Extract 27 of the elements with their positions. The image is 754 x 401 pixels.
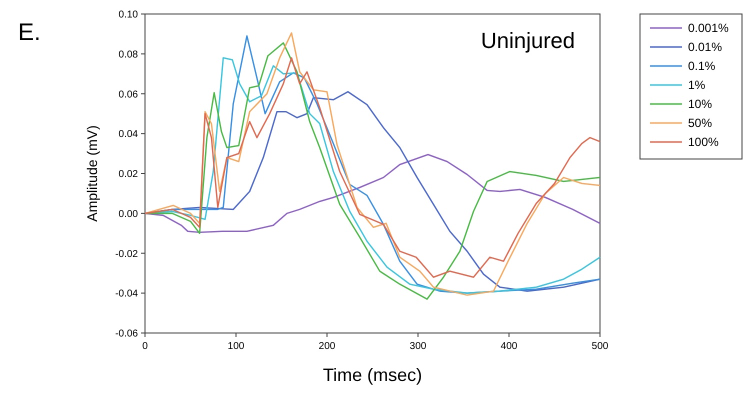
y-tick-label: -0.04 (115, 288, 138, 300)
line-series (144, 154, 601, 234)
x-tick-label: 300 (410, 341, 427, 352)
x-tick-label: 0 (142, 341, 148, 352)
text: Uninjured (480, 28, 575, 53)
y-tick-label: 0.02 (118, 169, 138, 180)
y-tick-label: 0.10 (118, 10, 138, 20)
y-tick-label: 0.08 (118, 49, 138, 60)
y-tick-label: -0.02 (115, 248, 138, 260)
y-axis-title: Amplitude (mV) (84, 125, 100, 222)
x-tick-label: 200 (318, 341, 336, 352)
legend-label: 100% (688, 135, 720, 149)
legend-label: 0.001% (688, 21, 730, 35)
x-tick-label: 100 (228, 341, 245, 352)
y-tick-label: -0.06 (115, 328, 138, 340)
legend-label: 0.1% (688, 59, 716, 73)
y-tick-label: 0.06 (118, 89, 138, 100)
x-tick-label: 500 (592, 341, 609, 352)
legend-label: 0.01% (688, 40, 722, 54)
legend-label: 1% (688, 78, 706, 92)
y-tick-label: 0.00 (118, 208, 138, 220)
legend-label: 10% (688, 97, 712, 111)
y-tick-label: 0.04 (118, 129, 138, 140)
legend-label: 50% (688, 116, 712, 130)
text: E. (18, 19, 41, 46)
x-tick-label: 400 (500, 341, 518, 352)
x-axis-title: Time (msec) (322, 365, 422, 385)
